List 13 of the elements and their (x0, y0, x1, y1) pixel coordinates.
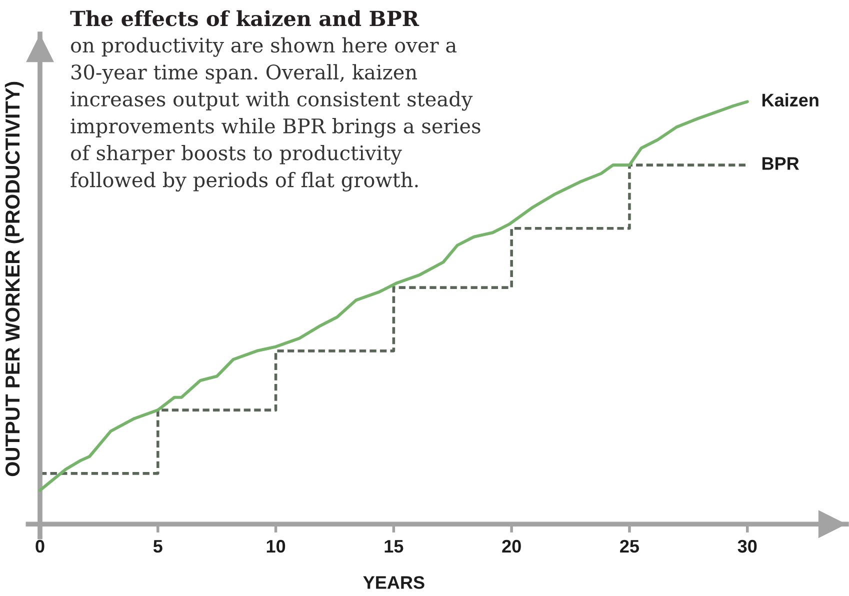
x-tick-label: 15 (384, 540, 404, 553)
chart-title: The effects of kaizen and BPR (70, 10, 420, 26)
x-tick-label: 5 (153, 540, 162, 553)
x-tick-label: 10 (266, 540, 286, 553)
series-label: BPR (762, 157, 800, 170)
x-tick-label: 30 (738, 540, 757, 553)
series-label: Kaizen (762, 93, 818, 107)
x-tick-label: 0 (36, 540, 44, 553)
x-tick-label: 25 (620, 540, 640, 553)
chart-subtitle: on productivity are shown here over a 30-year time span. Overall, kaizen increases output with consistent steady improvements while BPR brings a series of sharper boosts to productivity followed by periods of flat growth. (70, 37, 480, 192)
x-axis-title: YEARS (363, 576, 424, 589)
x-tick-label: 20 (502, 540, 521, 553)
y-axis-title: OUTPUT PER WORKER (PRODUCTIVITY) (4, 82, 24, 476)
